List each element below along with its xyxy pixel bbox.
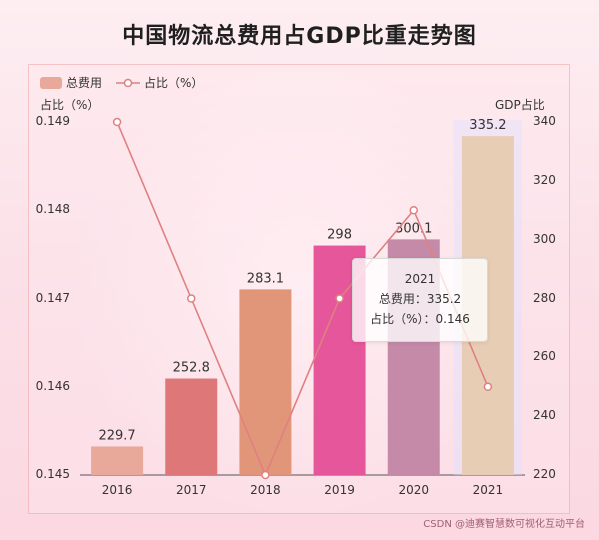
left-axis-name: 占比（%）	[40, 98, 100, 112]
ratio-point	[409, 206, 418, 215]
bar-data-label: 283.1	[247, 271, 284, 286]
watermark: CSDN @迪赛智慧数可视化互动平台	[423, 519, 585, 530]
x-tick-label: 2021	[472, 483, 504, 497]
right-tick-label: 240	[533, 408, 556, 423]
bar	[239, 289, 292, 475]
legend-bar-swatch	[40, 77, 62, 89]
left-tick-label: 0.149	[35, 114, 70, 128]
bar-data-label: 300.1	[395, 221, 432, 236]
chart-title: 中国物流总费用占GDP比重走势图	[122, 24, 477, 49]
legend-line-label: 占比（%）	[144, 76, 204, 90]
ratio-point	[261, 470, 270, 480]
left-tick-label: 0.148	[35, 202, 70, 217]
legend-item-bar[interactable]: 总费用	[40, 74, 102, 91]
ratio-point	[187, 294, 196, 303]
legend-line-swatch	[116, 78, 140, 88]
x-tick-label: 2019	[324, 483, 355, 497]
legend-bar-label: 总费用	[66, 76, 103, 90]
right-tick-label: 220	[533, 467, 556, 481]
tooltip-title: 2021	[404, 272, 436, 286]
bar-data-label: 229.7	[98, 428, 135, 443]
x-tick-label: 2016	[101, 483, 133, 497]
bar	[91, 446, 144, 475]
ratio-point	[483, 382, 493, 391]
right-tick-label: 320	[533, 172, 556, 187]
legend-item-line[interactable]: 占比（%）	[116, 74, 203, 91]
right-axis-name: GDP占比	[495, 98, 545, 112]
tooltip-line-ratio: 占比（%）：0.146	[370, 312, 470, 326]
tooltip: 2021 总费用：335.2 占比（%）：0.146	[352, 258, 488, 342]
ratio-point	[112, 117, 122, 127]
left-tick-label: 0.147	[35, 290, 70, 305]
x-tick-label: 2017	[175, 483, 207, 497]
bar	[165, 378, 218, 475]
bar-data-label: 252.8	[173, 361, 210, 376]
x-tick-label: 2020	[398, 483, 430, 497]
left-tick-label: 0.145	[35, 467, 70, 481]
left-tick-label: 0.146	[35, 378, 70, 393]
x-tick-label: 2018	[250, 483, 281, 497]
right-tick-label: 300	[533, 231, 556, 246]
right-tick-label: 340	[533, 114, 556, 128]
tooltip-line-total: 总费用：335.2	[378, 292, 462, 306]
ratio-point	[335, 294, 344, 303]
right-tick-label: 260	[533, 349, 556, 364]
ratio-line	[116, 121, 489, 478]
bar-data-label: 335.2	[469, 118, 506, 133]
right-tick-label: 280	[533, 290, 556, 305]
bar-data-label: 298	[327, 228, 352, 243]
